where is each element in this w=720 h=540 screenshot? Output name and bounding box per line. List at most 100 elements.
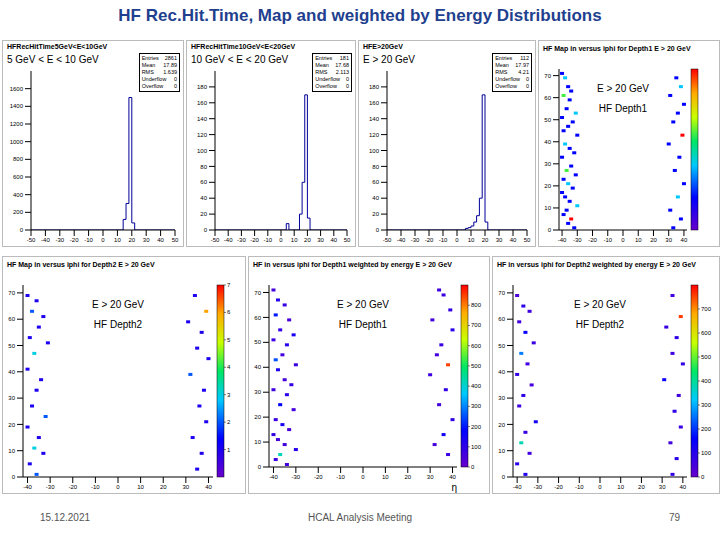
svg-text:-20: -20 bbox=[425, 237, 434, 243]
svg-text:30: 30 bbox=[317, 237, 324, 243]
svg-text:400: 400 bbox=[471, 383, 482, 389]
svg-text:0: 0 bbox=[361, 474, 365, 480]
svg-text:60: 60 bbox=[8, 316, 15, 322]
svg-text:30: 30 bbox=[496, 237, 503, 243]
svg-text:-10: -10 bbox=[336, 474, 345, 480]
svg-text:10: 10 bbox=[382, 474, 389, 480]
svg-text:200: 200 bbox=[471, 424, 482, 430]
svg-text:40: 40 bbox=[157, 237, 164, 243]
svg-text:400: 400 bbox=[13, 192, 24, 198]
svg-text:4: 4 bbox=[227, 364, 231, 370]
svg-text:-30: -30 bbox=[55, 237, 64, 243]
svg-text:500: 500 bbox=[701, 354, 712, 360]
svg-text:10: 10 bbox=[291, 237, 298, 243]
svg-text:0: 0 bbox=[12, 474, 16, 480]
svg-text:0: 0 bbox=[204, 227, 208, 233]
svg-text:10: 10 bbox=[617, 484, 624, 490]
svg-text:5: 5 bbox=[227, 337, 231, 343]
svg-text:20: 20 bbox=[498, 422, 505, 428]
svg-text:-30: -30 bbox=[534, 484, 543, 490]
svg-text:-40: -40 bbox=[23, 484, 32, 490]
svg-text:140: 140 bbox=[197, 116, 208, 122]
svg-text:10: 10 bbox=[544, 205, 551, 211]
svg-text:40: 40 bbox=[681, 237, 688, 243]
svg-text:0: 0 bbox=[598, 484, 602, 490]
svg-text:-50: -50 bbox=[383, 237, 392, 243]
svg-text:0: 0 bbox=[548, 227, 552, 233]
svg-text:600: 600 bbox=[13, 174, 24, 180]
svg-text:60: 60 bbox=[544, 95, 551, 101]
svg-text:0: 0 bbox=[376, 227, 380, 233]
svg-text:30: 30 bbox=[659, 484, 666, 490]
svg-text:50: 50 bbox=[524, 237, 531, 243]
svg-text:1200: 1200 bbox=[10, 121, 24, 127]
svg-text:50: 50 bbox=[254, 339, 261, 345]
svg-text:50: 50 bbox=[172, 237, 179, 243]
svg-text:400: 400 bbox=[701, 378, 712, 384]
svg-text:0: 0 bbox=[258, 464, 262, 470]
svg-text:300: 300 bbox=[701, 402, 712, 408]
svg-text:0: 0 bbox=[502, 474, 506, 480]
svg-text:-20: -20 bbox=[588, 237, 597, 243]
svg-text:-10: -10 bbox=[263, 237, 272, 243]
svg-text:40: 40 bbox=[680, 484, 687, 490]
svg-text:20: 20 bbox=[254, 414, 261, 420]
svg-text:-10: -10 bbox=[575, 484, 584, 490]
svg-text:120: 120 bbox=[369, 132, 380, 138]
svg-text:-10: -10 bbox=[91, 484, 100, 490]
svg-text:0: 0 bbox=[455, 237, 459, 243]
svg-text:20: 20 bbox=[200, 211, 207, 217]
svg-text:80: 80 bbox=[200, 164, 207, 170]
svg-text:600: 600 bbox=[471, 343, 482, 349]
svg-text:40: 40 bbox=[498, 369, 505, 375]
svg-text:η: η bbox=[451, 482, 457, 493]
svg-text:-40: -40 bbox=[224, 237, 233, 243]
svg-text:200: 200 bbox=[13, 209, 24, 215]
svg-text:1: 1 bbox=[227, 447, 231, 453]
svg-text:0: 0 bbox=[101, 237, 105, 243]
svg-text:30: 30 bbox=[8, 395, 15, 401]
svg-text:10: 10 bbox=[137, 484, 144, 490]
svg-text:40: 40 bbox=[544, 139, 551, 145]
svg-text:600: 600 bbox=[701, 330, 712, 336]
svg-text:70: 70 bbox=[254, 290, 261, 296]
svg-text:20: 20 bbox=[8, 422, 15, 428]
svg-text:180: 180 bbox=[197, 84, 208, 90]
svg-text:30: 30 bbox=[544, 161, 551, 167]
svg-text:60: 60 bbox=[372, 179, 379, 185]
svg-text:-10: -10 bbox=[439, 237, 448, 243]
svg-text:0: 0 bbox=[471, 464, 475, 470]
svg-text:700: 700 bbox=[701, 306, 712, 312]
svg-text:0: 0 bbox=[116, 484, 120, 490]
svg-text:40: 40 bbox=[449, 474, 456, 480]
svg-text:-20: -20 bbox=[250, 237, 259, 243]
svg-text:40: 40 bbox=[205, 484, 212, 490]
svg-text:30: 30 bbox=[498, 395, 505, 401]
svg-text:-10: -10 bbox=[84, 237, 93, 243]
svg-text:0: 0 bbox=[701, 474, 705, 480]
svg-text:60: 60 bbox=[498, 316, 505, 322]
svg-text:800: 800 bbox=[13, 156, 24, 162]
svg-text:7: 7 bbox=[227, 282, 231, 288]
svg-text:10: 10 bbox=[468, 237, 475, 243]
svg-text:500: 500 bbox=[471, 363, 482, 369]
svg-text:50: 50 bbox=[8, 343, 15, 349]
svg-text:800: 800 bbox=[471, 302, 482, 308]
svg-text:120: 120 bbox=[197, 132, 208, 138]
svg-text:-50: -50 bbox=[211, 237, 220, 243]
svg-text:100: 100 bbox=[701, 450, 712, 456]
svg-text:0: 0 bbox=[621, 237, 625, 243]
svg-text:40: 40 bbox=[8, 369, 15, 375]
svg-text:-30: -30 bbox=[46, 484, 55, 490]
svg-text:200: 200 bbox=[701, 426, 712, 432]
svg-text:20: 20 bbox=[404, 474, 411, 480]
svg-text:1600: 1600 bbox=[10, 86, 24, 92]
svg-text:10: 10 bbox=[498, 448, 505, 454]
svg-text:20: 20 bbox=[638, 484, 645, 490]
svg-text:60: 60 bbox=[254, 315, 261, 321]
svg-text:-50: -50 bbox=[27, 237, 36, 243]
svg-text:10: 10 bbox=[8, 448, 15, 454]
svg-text:70: 70 bbox=[8, 290, 15, 296]
svg-text:300: 300 bbox=[471, 403, 482, 409]
svg-text:60: 60 bbox=[200, 179, 207, 185]
